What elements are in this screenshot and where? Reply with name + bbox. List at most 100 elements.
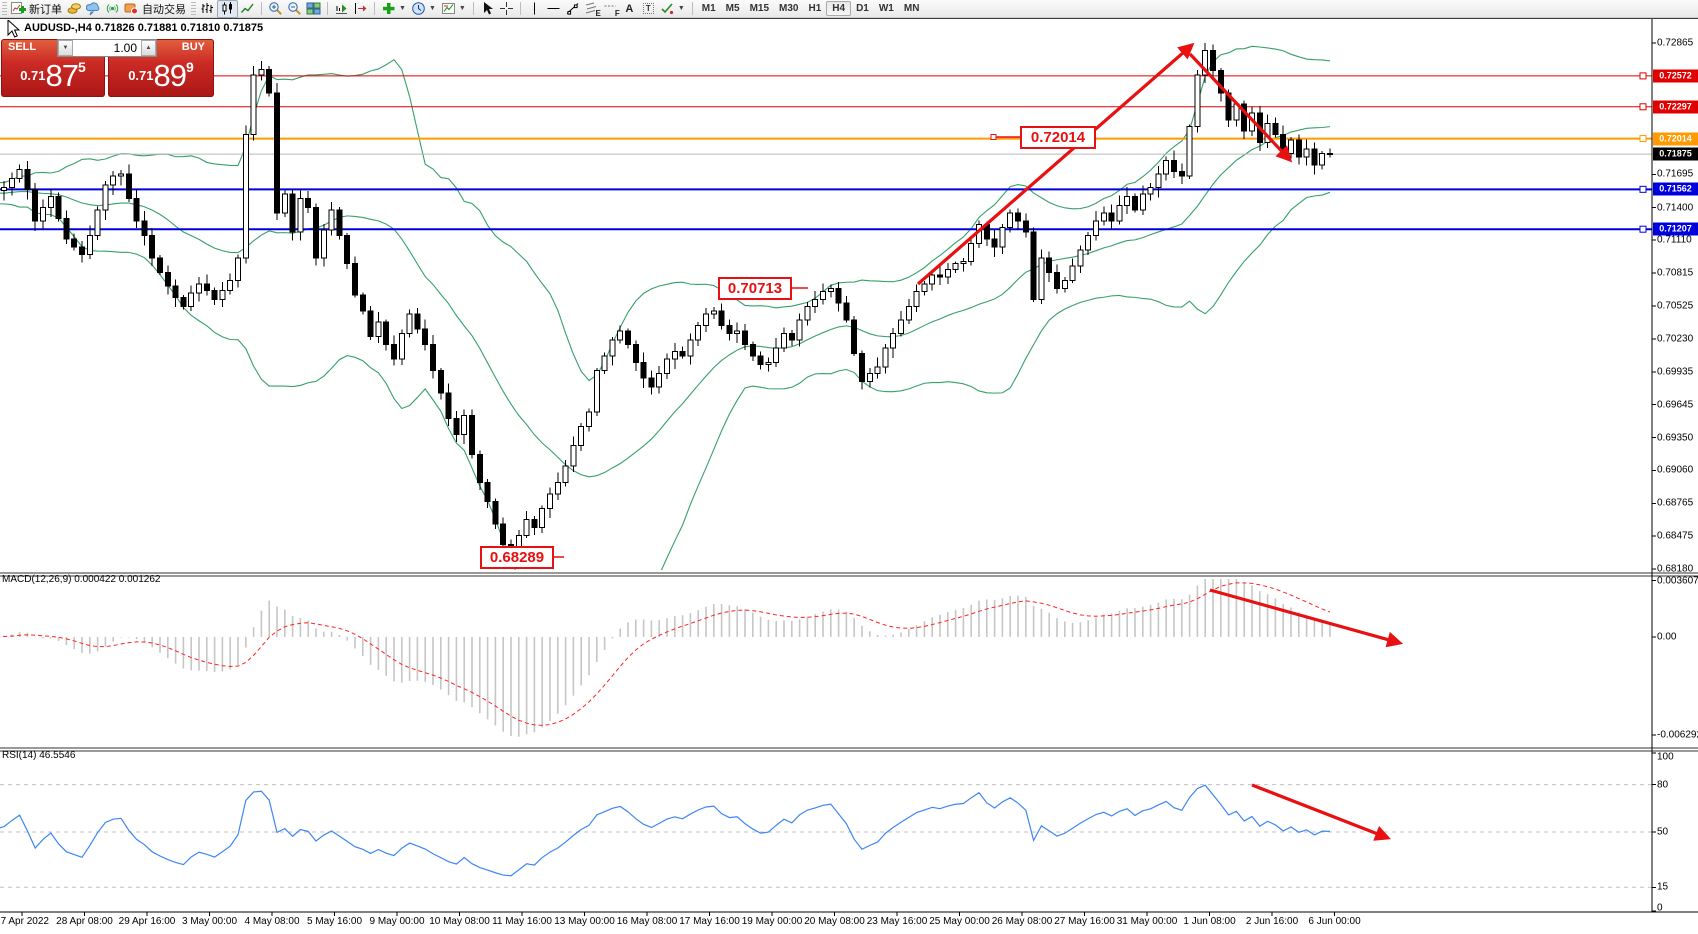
toolbar-separator [374, 2, 375, 15]
timeframe-m5[interactable]: M5 [725, 3, 740, 14]
zoom-out-icon[interactable] [285, 1, 304, 17]
hline-anchor[interactable] [1639, 225, 1647, 233]
price-tag-0.68289[interactable]: 0.68289 [480, 546, 554, 569]
toolbar-separator [472, 2, 474, 15]
axis-tick-label: 0.70815 [1657, 267, 1694, 279]
bar-chart-icon[interactable] [198, 1, 217, 17]
shapes-dropdown-icon[interactable]: ▼ [677, 5, 685, 12]
axis-tick-label: 80 [1657, 779, 1669, 791]
timeframe-mn[interactable]: MN [903, 3, 920, 14]
timeframe-h4[interactable]: H4 [826, 1, 852, 16]
annotations [550, 42, 1404, 841]
chart-shift-icon[interactable] [351, 1, 370, 17]
time-axis-label: 16 May 08:00 [616, 916, 678, 927]
timeframe-m15[interactable]: M15 [749, 3, 770, 14]
sell-label: SELL [8, 41, 37, 53]
toolbar-grip [2, 2, 7, 15]
hline-anchor[interactable] [1639, 103, 1647, 111]
timeframe-bar: M1 M5 M15 M30 H1 H4 D1 W1 MN [697, 1, 925, 16]
timeframe-m30[interactable]: M30 [779, 3, 799, 14]
channel-tool-icon[interactable]: F [601, 1, 620, 18]
crosshair-tool-icon[interactable] [497, 1, 516, 17]
macd-label: MACD(12,26,9) 0.000422 0.001262 [2, 574, 161, 585]
vertical-line-tool-icon[interactable] [525, 1, 544, 17]
zoom-in-icon[interactable] [266, 1, 285, 17]
axis-tick-label: 0.68180 [1657, 563, 1694, 575]
one-click-trading-panel: SELL 0.71875 BUY 0.71899 ▼ ▲ [1, 39, 214, 97]
horizontal-line-tool-icon[interactable] [544, 1, 563, 17]
periods-clock-icon[interactable] [409, 1, 428, 17]
text-label-tool-icon[interactable]: T [639, 1, 658, 17]
community-chat-icon[interactable] [84, 1, 103, 17]
axis-tick-label: 0.72865 [1657, 37, 1694, 49]
hline-anchor[interactable] [1639, 135, 1647, 143]
price-tag-0.72014[interactable]: 0.72014 [1020, 126, 1096, 149]
axis-tick-label: 100 [1657, 751, 1674, 763]
axis-tick-label: 0.003607 [1657, 575, 1698, 587]
line-chart-icon[interactable] [238, 1, 257, 17]
autotrading-label[interactable]: 自动交易 [142, 3, 186, 16]
volume-increase-button[interactable]: ▲ [141, 40, 156, 56]
toolbar-grip [191, 2, 196, 15]
fibonacci-tool-icon[interactable]: E [582, 1, 601, 18]
new-order-icon[interactable] [9, 1, 28, 17]
price-chip: 0.72572 [1653, 69, 1698, 83]
text-tool-icon[interactable]: A [625, 2, 634, 15]
trend-arrow-1[interactable] [916, 42, 1195, 286]
axis-tick-label: 0.71400 [1657, 202, 1694, 214]
time-axis-label: 5 May 16:00 [306, 916, 363, 927]
price-tag-0.70713[interactable]: 0.70713 [718, 277, 792, 300]
time-axis-label: 6 Jun 00:00 [1308, 916, 1361, 927]
templates-icon[interactable] [439, 1, 458, 17]
hline-anchor[interactable] [1639, 185, 1647, 193]
trend-arrow-3[interactable] [1209, 588, 1404, 648]
indicators-dropdown-icon[interactable]: ▼ [399, 5, 406, 12]
time-axis-label: 28 Apr 08:00 [56, 916, 113, 927]
bollinger-bands [0, 45, 1331, 570]
volume-input[interactable] [73, 40, 141, 56]
time-axis-label: 3 May 00:00 [181, 916, 238, 927]
templates-dropdown-icon[interactable]: ▼ [458, 5, 466, 12]
signal-icon[interactable] [103, 1, 122, 17]
auto-scroll-icon[interactable] [332, 1, 351, 17]
trend-arrow-4[interactable] [1251, 783, 1391, 841]
axis-tick-label: 0.70230 [1657, 333, 1694, 345]
candlestick-chart-icon[interactable] [217, 0, 238, 18]
tile-windows-icon[interactable] [304, 1, 323, 17]
timeframe-m1[interactable]: M1 [701, 3, 716, 14]
time-axis-label: 19 May 00:00 [741, 916, 803, 927]
shapes-tool-icon[interactable] [658, 1, 677, 17]
cursor-tool-icon[interactable] [478, 1, 497, 17]
time-axis-label: 23 May 16:00 [866, 916, 928, 927]
timeframe-w1[interactable]: W1 [878, 3, 894, 14]
new-order-label[interactable]: 新订单 [29, 3, 62, 16]
axis-tick-label: 0.69350 [1657, 432, 1694, 444]
volume-decrease-button[interactable]: ▼ [58, 40, 73, 56]
autotrading-icon[interactable] [122, 1, 141, 17]
coins-icon[interactable] [65, 1, 84, 17]
time-axis-label: 4 May 08:00 [244, 916, 300, 927]
indicators-icon[interactable] [379, 1, 398, 17]
time-axis-label: 2 Jun 16:00 [1245, 916, 1299, 927]
time-axis-label: 9 May 00:00 [369, 916, 425, 927]
toolbar-separator [327, 2, 328, 15]
time-axis-label: 27 Apr 2022 [0, 916, 49, 927]
time-axis-label: 27 May 16:00 [1054, 916, 1115, 927]
hline-anchor[interactable] [1639, 72, 1647, 80]
trend-arrow-2[interactable] [1188, 52, 1293, 163]
price-chip: 0.71562 [1653, 182, 1698, 196]
volume-stepper: ▼ ▲ [57, 39, 157, 57]
trendline-tool-icon[interactable] [563, 1, 582, 17]
axis-tick-label: 0.70525 [1657, 300, 1694, 312]
time-axis-label: 20 May 08:00 [804, 916, 865, 927]
time-axis-label: 1 Jun 08:00 [1183, 916, 1236, 927]
timeframe-d1[interactable]: D1 [856, 3, 869, 14]
rsi-indicator [0, 784, 1652, 888]
time-axis-label: 25 May 00:00 [929, 916, 990, 927]
axis-tick-label: 50 [1657, 826, 1669, 838]
timeframe-h1[interactable]: H1 [808, 3, 822, 14]
time-axis-label: 11 May 16:00 [492, 916, 552, 927]
periods-dropdown-icon[interactable]: ▼ [428, 5, 436, 12]
